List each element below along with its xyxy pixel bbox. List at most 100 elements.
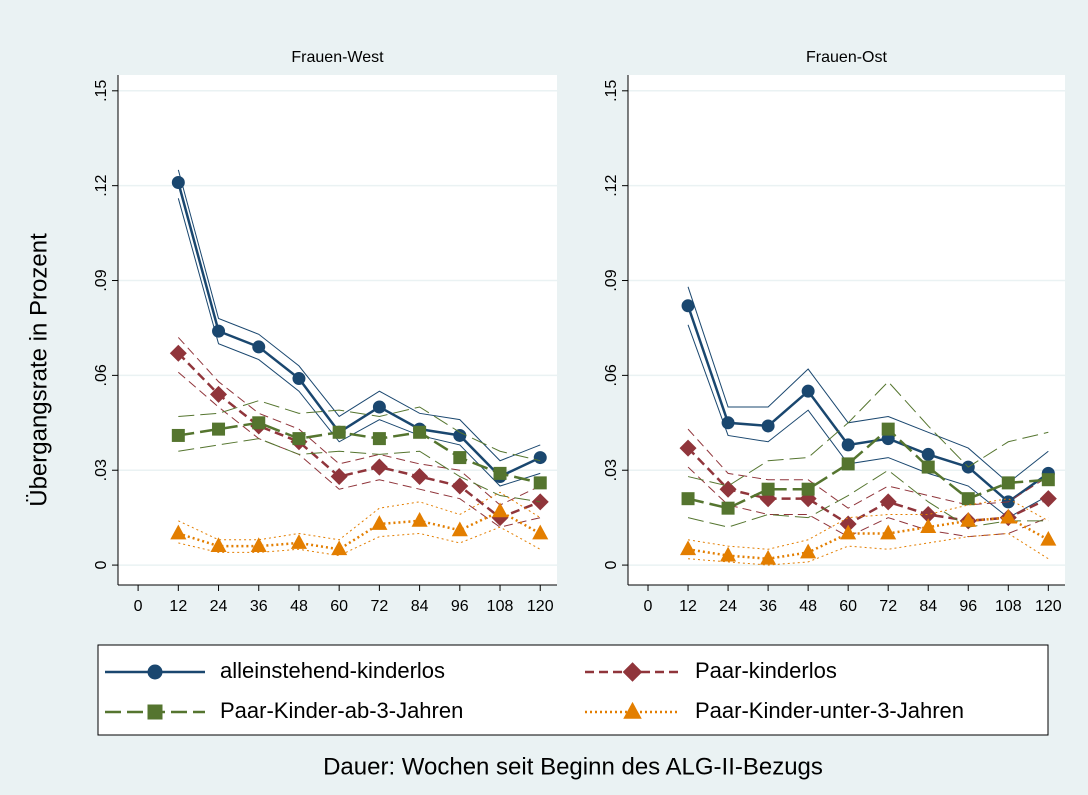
y-tick-label: .12 (93, 174, 110, 196)
marker (212, 422, 226, 436)
ci-band-line (687, 498, 1049, 550)
x-tick-label: 84 (919, 598, 937, 615)
legend-marker (623, 701, 642, 719)
marker (1000, 508, 1017, 524)
x-tick-label: 120 (527, 598, 554, 615)
ci-band-line (177, 371, 541, 528)
marker (413, 425, 427, 439)
legend-label: Paar-kinderlos (695, 658, 837, 683)
marker (533, 476, 547, 490)
marker (252, 340, 266, 354)
legend-label: Paar-Kinder-ab-3-Jahren (220, 698, 463, 723)
x-tick-label: 72 (879, 598, 897, 615)
marker (960, 511, 977, 527)
marker (721, 416, 735, 430)
series-line (177, 182, 541, 479)
ci-band-line (687, 380, 1049, 487)
ci-band-line (178, 438, 541, 503)
x-tick-label: 24 (719, 598, 737, 615)
x-tick-label: 48 (290, 598, 308, 615)
marker (681, 492, 695, 506)
marker (720, 546, 737, 562)
marker (372, 432, 386, 446)
marker (411, 511, 428, 527)
ci-band-line (687, 469, 1049, 528)
series-line (687, 516, 1049, 561)
marker (1041, 473, 1055, 487)
y-tick-label: .15 (603, 80, 620, 102)
x-tick-label: 96 (959, 598, 977, 615)
x-tick-label: 36 (759, 598, 777, 615)
legend-label: alleinstehend-kinderlos (220, 658, 445, 683)
x-tick-label: 60 (330, 598, 348, 615)
legend-marker (147, 664, 163, 680)
series-line (687, 447, 1049, 526)
x-tick-label: 0 (134, 598, 143, 615)
ci-band-line (177, 337, 541, 506)
marker (961, 492, 975, 506)
marker (330, 468, 348, 486)
marker (453, 428, 467, 442)
marker (1001, 476, 1015, 490)
x-tick-label: 60 (839, 598, 857, 615)
marker (801, 482, 815, 496)
marker (760, 549, 777, 565)
marker (453, 451, 467, 465)
x-tick-label: 108 (487, 598, 514, 615)
legend-label: Paar-Kinder-unter-3-Jahren (695, 698, 964, 723)
marker (1039, 490, 1057, 508)
ci-band-line (687, 286, 1049, 484)
y-tick-label: .06 (603, 364, 620, 386)
ci-band-line (687, 466, 1049, 538)
ci-band-line (178, 400, 541, 462)
marker (212, 324, 226, 338)
legend-marker (622, 662, 643, 682)
marker (920, 518, 937, 534)
marker (292, 372, 306, 386)
x-tick-label: 84 (411, 598, 429, 615)
marker (250, 537, 267, 553)
y-tick-label: .09 (603, 269, 620, 291)
series-line (687, 427, 1049, 510)
marker (210, 385, 228, 403)
ci-band-line (178, 526, 541, 557)
marker (451, 477, 469, 495)
x-tick-label: 120 (1035, 598, 1062, 615)
x-tick-label: 96 (451, 598, 469, 615)
marker (252, 416, 266, 430)
marker (761, 482, 775, 496)
marker (921, 460, 935, 474)
marker (171, 176, 185, 190)
series-line (177, 352, 541, 520)
marker (331, 540, 348, 556)
x-tick-label: 36 (250, 598, 268, 615)
ci-band-line (178, 491, 541, 541)
y-tick-label: 0 (93, 561, 110, 570)
marker (681, 299, 695, 313)
marker (880, 524, 897, 540)
marker (680, 540, 697, 556)
marker (800, 543, 817, 559)
x-tick-label: 12 (169, 598, 187, 615)
marker (491, 502, 509, 518)
series-line (178, 421, 541, 485)
plot-area (628, 75, 1065, 585)
marker (371, 515, 388, 530)
marker (171, 428, 185, 442)
x-tick-label: 72 (370, 598, 388, 615)
marker (210, 537, 227, 553)
ci-band-line (688, 532, 1049, 566)
y-axis-label: Übergangsrate in Prozent (25, 233, 52, 507)
y-tick-label: .12 (603, 174, 620, 196)
panel-title: Frauen-West (291, 49, 384, 66)
x-tick-label: 48 (799, 598, 817, 615)
x-tick-label: 24 (210, 598, 228, 615)
x-tick-label: 12 (679, 598, 697, 615)
y-tick-label: .09 (93, 269, 110, 291)
y-tick-label: .06 (93, 364, 110, 386)
x-axis-label: Dauer: Wochen seit Beginn des ALG-II-Bez… (323, 753, 823, 780)
legend-marker (147, 704, 163, 720)
legend-box (97, 644, 1049, 736)
ci-band-line (177, 169, 541, 462)
marker (411, 468, 429, 486)
